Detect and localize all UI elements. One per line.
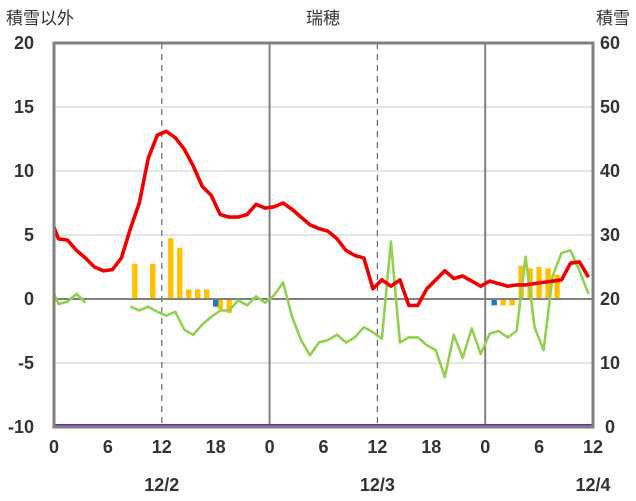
y-tick-right: 50 <box>600 97 620 117</box>
plot-frame <box>52 41 595 429</box>
x-tick: 0 <box>480 437 490 457</box>
accent-bar <box>217 299 223 310</box>
y-tick-left: 10 <box>14 161 34 181</box>
plot-border <box>52 41 595 429</box>
y-tick-right: 60 <box>600 33 620 53</box>
y-tick-left: 20 <box>14 33 34 53</box>
y-tick-left: -5 <box>18 353 34 373</box>
chart-title: 瑞穂 <box>306 9 340 28</box>
grid-lines <box>54 43 594 427</box>
x-tick: 12 <box>152 437 172 457</box>
x-tick: 12 <box>583 437 603 457</box>
snowfall-bar <box>195 289 201 299</box>
y-tick-right: 30 <box>600 225 620 245</box>
x-tick: 6 <box>318 437 328 457</box>
y-tick-left: 0 <box>24 289 34 309</box>
x-tick: 12 <box>367 437 387 457</box>
accent-bar <box>226 299 232 314</box>
accent-bar <box>518 265 524 299</box>
date-label: 12/3 <box>360 475 395 495</box>
accent-bar <box>500 299 506 306</box>
snowfall-bar <box>150 263 156 299</box>
y-tick-left: -10 <box>8 417 34 437</box>
y-tick-left: 15 <box>14 97 34 117</box>
date-label: 12/4 <box>575 475 610 495</box>
chart-marks <box>52 129 593 427</box>
green-series-line <box>129 240 590 379</box>
red-series-line <box>52 129 591 308</box>
y-tick-left: 5 <box>24 225 34 245</box>
x-tick: 18 <box>206 437 226 457</box>
x-tick: 18 <box>421 437 441 457</box>
right-axis-title: 積雪 <box>596 9 630 28</box>
y-tick-right: 0 <box>605 417 615 437</box>
date-label: 12/2 <box>144 475 179 495</box>
snowfall-bar <box>132 263 138 299</box>
accent-bar <box>509 299 515 306</box>
x-tick: 0 <box>265 437 275 457</box>
accent-bar <box>545 268 551 299</box>
blue-bar <box>213 299 219 307</box>
y-tick-right: 40 <box>600 161 620 181</box>
x-tick: 0 <box>49 437 59 457</box>
snowfall-bar <box>186 289 192 299</box>
snowfall-bar <box>177 247 183 299</box>
left-axis-title: 積雪以外 <box>6 9 74 28</box>
green-series-line <box>52 292 87 306</box>
y-tick-right: 20 <box>600 289 620 309</box>
accent-bar <box>554 274 560 299</box>
snowfall-bar <box>204 289 210 299</box>
blue-bar <box>491 299 497 306</box>
snowfall-bar <box>168 238 174 299</box>
x-tick: 6 <box>103 437 113 457</box>
y-tick-right: 10 <box>600 353 620 373</box>
x-tick: 6 <box>534 437 544 457</box>
